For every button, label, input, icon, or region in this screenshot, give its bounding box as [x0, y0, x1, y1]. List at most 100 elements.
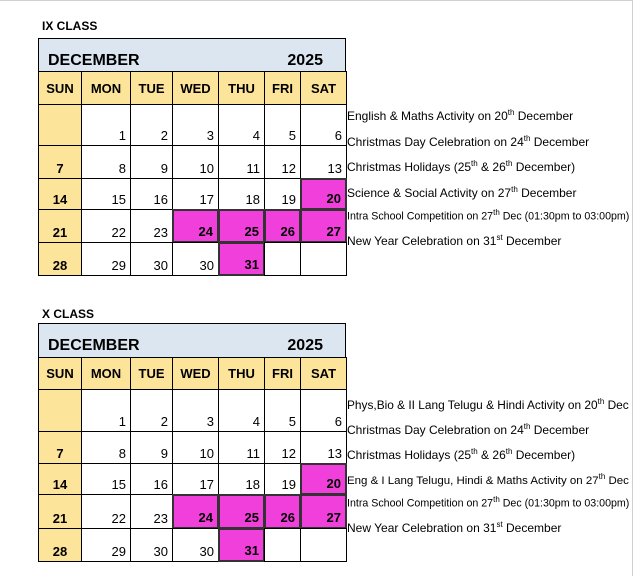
weekday: MON: [81, 71, 131, 105]
day-cell: 23: [130, 494, 173, 529]
day-cell: 29: [81, 242, 131, 276]
empty-cell: [300, 528, 347, 562]
empty-cell: [264, 528, 301, 562]
day-cell: 23: [130, 209, 173, 243]
day-cell: 25: [218, 209, 265, 243]
month-header: DECEMBER 2025: [38, 323, 346, 358]
day-cell: 22: [81, 209, 131, 243]
ordinal-suffix: th: [523, 422, 531, 431]
ordinal-suffix: th: [511, 185, 518, 194]
note-text: December): [512, 448, 576, 462]
event-note: New Year Celebration on 31st December: [347, 233, 561, 248]
ordinal-suffix: th: [493, 208, 500, 217]
event-note: Intra School Competition on 27th Dec (01…: [347, 495, 629, 510]
day-cell: 8: [81, 431, 131, 464]
day-cell: 24: [172, 209, 219, 243]
month: DECEMBER: [48, 337, 140, 354]
day-cell: 10: [172, 431, 219, 464]
ordinal-suffix: st: [496, 233, 503, 242]
note-text: December: [514, 109, 574, 123]
day-cell: 11: [218, 145, 265, 179]
event-note: Eng & I Lang Telugu, Hindi & Maths Activ…: [347, 472, 629, 487]
empty-cell: [264, 242, 301, 276]
day-cell: 12: [264, 145, 301, 179]
note-text: Christmas Holidays (25: [347, 160, 472, 174]
year: 2025: [287, 337, 323, 354]
day-cell: 12: [264, 431, 301, 464]
day-cell: 17: [172, 463, 219, 495]
empty-cell: [38, 389, 82, 432]
month: DECEMBER: [48, 52, 140, 69]
day-cell: 6: [300, 389, 347, 432]
empty-cell: [300, 242, 347, 276]
day-cell: 14: [38, 178, 82, 210]
note-text: Intra School Competition on 27: [347, 497, 494, 510]
day-cell: 31: [218, 242, 265, 276]
day-cell: 20: [300, 463, 347, 495]
weekday: SUN: [38, 357, 82, 390]
weekday: WED: [172, 71, 219, 105]
event-note: New Year Celebration on 31st December: [347, 520, 561, 535]
day-cell: 28: [38, 528, 82, 562]
ordinal-suffix: th: [523, 134, 531, 143]
day-cell: 13: [300, 431, 347, 464]
ordinal-suffix: th: [598, 472, 606, 481]
day-cell: 16: [130, 463, 173, 495]
day-cell: 21: [38, 494, 82, 529]
note-text: English & Maths Activity on 20: [347, 109, 508, 123]
ordinal-suffix: th: [493, 495, 500, 504]
day-cell: 19: [264, 463, 301, 495]
ordinal-suffix: th: [597, 397, 605, 406]
day-cell: 20: [300, 178, 347, 210]
day-cell: 27: [300, 209, 347, 243]
weekday: SAT: [300, 71, 347, 105]
note-text: Christmas Day Celebration on 24: [347, 423, 524, 437]
note-text: New Year Celebration on 31: [347, 521, 497, 535]
day-cell: 7: [38, 145, 82, 179]
day-cell: 3: [172, 104, 219, 146]
event-note: Science & Social Activity on 27th Decemb…: [347, 185, 576, 200]
day-cell: 14: [38, 463, 82, 495]
day-cell: 26: [264, 494, 301, 529]
day-cell: 2: [130, 104, 173, 146]
day-cell: 27: [300, 494, 347, 529]
note-text: & 26: [477, 160, 506, 174]
day-cell: 1: [81, 389, 131, 432]
day-cell: 30: [130, 242, 173, 276]
day-cell: 15: [81, 178, 131, 210]
day-cell: 9: [130, 431, 173, 464]
day-cell: 5: [264, 389, 301, 432]
event-note: English & Maths Activity on 20th Decembe…: [347, 108, 573, 123]
note-text: Christmas Day Celebration on 24: [347, 135, 524, 149]
day-cell: 18: [218, 463, 265, 495]
note-text: Science & Social Activity on 27: [347, 186, 512, 200]
event-note: Christmas Holidays (25th & 26th December…: [347, 447, 575, 462]
day-cell: 31: [218, 528, 265, 562]
event-note: Christmas Day Celebration on 24th Decemb…: [347, 422, 589, 437]
event-note: Christmas Holidays (25th & 26th December…: [347, 159, 575, 174]
ordinal-suffix: th: [471, 447, 478, 456]
note-text: Intra School Competition on 27: [347, 210, 494, 223]
day-cell: 11: [218, 431, 265, 464]
day-cell: 25: [218, 494, 265, 529]
day-cell: 26: [264, 209, 301, 243]
event-note: Intra School Competition on 27th Dec (01…: [347, 208, 629, 223]
year: 2025: [287, 52, 323, 69]
note-text: December): [512, 160, 576, 174]
day-cell: 8: [81, 145, 131, 179]
day-cell: 13: [300, 145, 347, 179]
day-cell: 19: [264, 178, 301, 210]
weekday: FRI: [264, 357, 301, 390]
ordinal-suffix: th: [505, 159, 513, 168]
weekday: FRI: [264, 71, 301, 105]
note-text: Dec: [604, 397, 629, 412]
day-cell: 16: [130, 178, 173, 210]
day-cell: 18: [218, 178, 265, 210]
day-cell: 17: [172, 178, 219, 210]
weekday: SAT: [300, 357, 347, 390]
note-text: & 26: [477, 448, 506, 462]
day-cell: 30: [130, 528, 173, 562]
day-cell: 10: [172, 145, 219, 179]
event-note: Christmas Day Celebration on 24th Decemb…: [347, 134, 589, 149]
class-heading: X CLASS: [42, 307, 95, 321]
